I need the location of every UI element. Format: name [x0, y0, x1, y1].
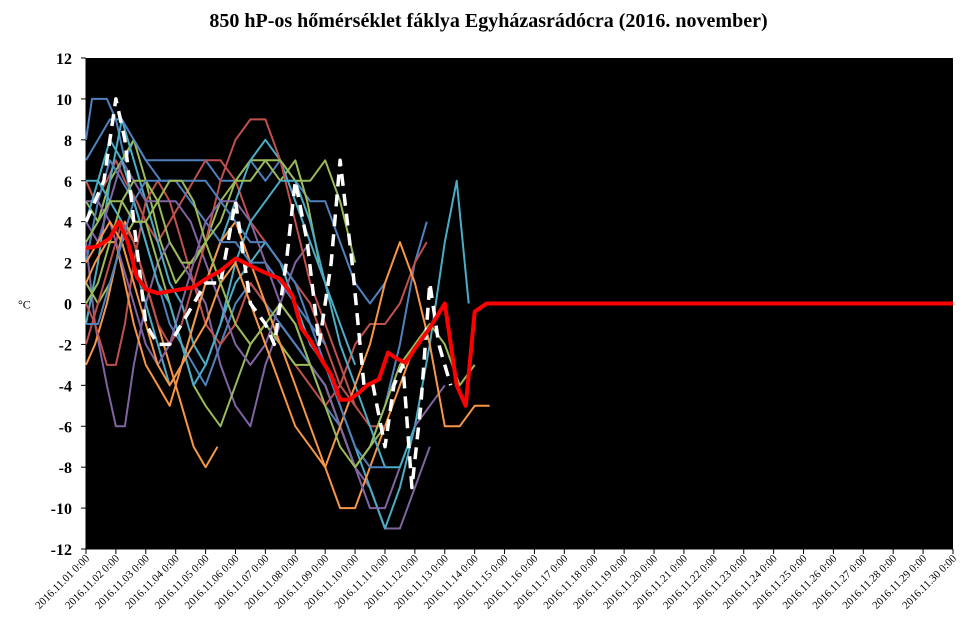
y-tick-label: 12 — [56, 51, 72, 68]
y-tick-label: 0 — [64, 297, 72, 314]
x-tick-label: 2016.11.30 0:00 — [900, 552, 959, 611]
y-tick-label: 2 — [64, 256, 72, 273]
ensemble-member-line — [86, 179, 385, 469]
ensemble-member-line — [85, 159, 312, 366]
y-tick-label: -6 — [59, 419, 72, 436]
y-tick-label: 4 — [64, 215, 72, 232]
y-axis-label: °C — [18, 298, 31, 312]
y-tick-label: -2 — [59, 337, 72, 354]
y-tick-label: -12 — [51, 542, 72, 559]
y-tick-label: -8 — [59, 460, 72, 477]
y-tick-label: 10 — [56, 92, 72, 109]
y-tick-label: -10 — [51, 501, 72, 518]
chart-title: 850 hP-os hőmérséklet fáklya Egyházasrád… — [209, 10, 768, 32]
y-tick-label: 8 — [64, 133, 72, 150]
y-tick-label: -4 — [59, 378, 72, 395]
y-tick-label: 6 — [64, 174, 72, 191]
mean-series-line — [85, 219, 953, 408]
control-series-line — [84, 97, 453, 490]
ensemble-member-line — [85, 118, 385, 428]
ensemble-member-line — [85, 159, 356, 407]
